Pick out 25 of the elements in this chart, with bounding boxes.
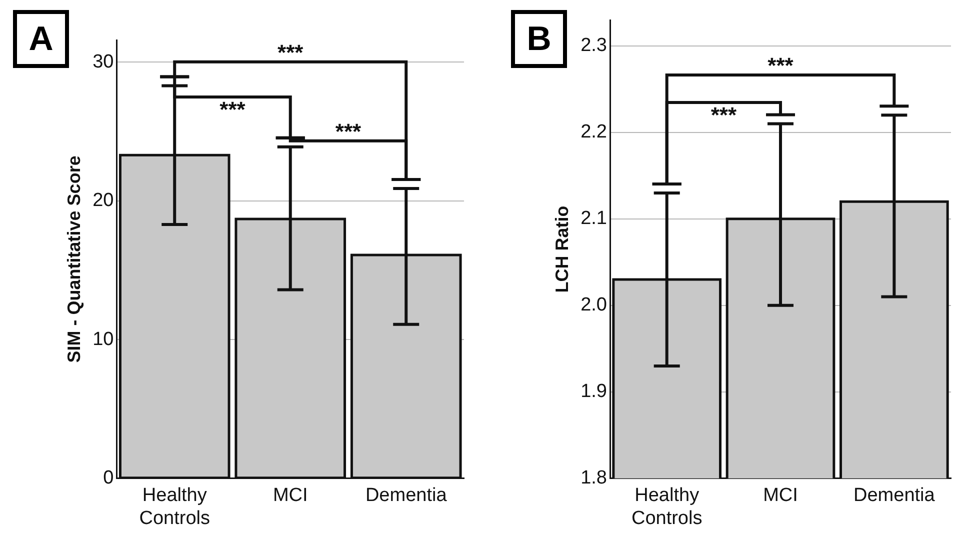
x-tick-label: MCI	[763, 485, 798, 506]
annotation: ***	[710, 102, 737, 128]
y-tick-label: 20	[92, 190, 114, 212]
annotation: ***	[335, 118, 362, 144]
x-tick-label: Healthy Controls	[139, 485, 210, 529]
chart-title: A	[13, 10, 69, 68]
annotation: ***	[768, 53, 794, 78]
annotation: ***	[278, 40, 304, 65]
y-tick-label: 10	[92, 328, 114, 350]
y-tick-label: 2.3	[580, 35, 608, 56]
x-tick-label: Healthy Controls	[631, 485, 702, 529]
y-tick-label: 2.1	[580, 208, 608, 230]
x-tick-label: MCI	[272, 485, 308, 506]
y-tick-label: 0	[103, 468, 114, 489]
y-tick-label: 2.2	[580, 122, 608, 143]
annotation: ***	[220, 96, 246, 122]
y-axis-title: SIM - Quantitative Score	[64, 156, 84, 363]
y-tick-label: 1.9	[580, 381, 608, 402]
y-tick-label: 2.0	[580, 294, 608, 316]
y-tick-label: 30	[92, 51, 114, 72]
y-tick-label: 1.8	[580, 468, 608, 489]
chart-title: B	[511, 10, 567, 68]
y-axis-title: LCH Ratio	[552, 206, 572, 293]
x-tick-label: Dementia	[854, 485, 936, 506]
x-tick-label: Dementia	[365, 485, 448, 506]
